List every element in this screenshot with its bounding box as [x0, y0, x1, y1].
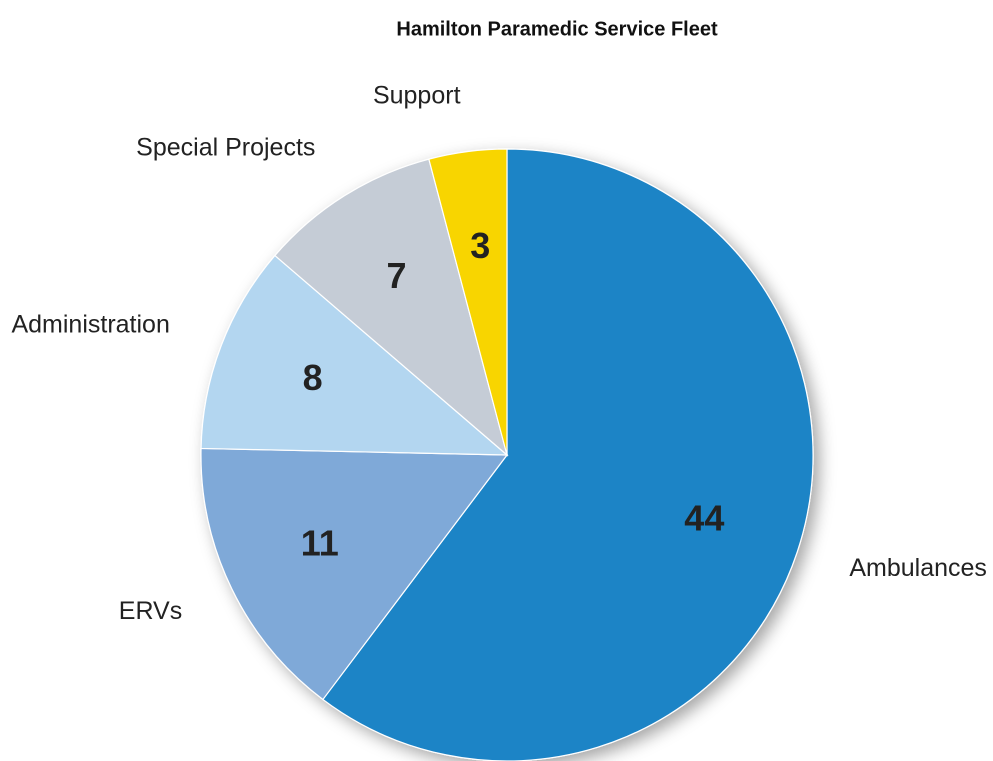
- value-label: 11: [301, 522, 339, 563]
- pie: [200, 148, 814, 761]
- value-label: 8: [303, 357, 323, 398]
- value-label: 3: [470, 225, 490, 266]
- category-label: Ambulances: [849, 554, 987, 582]
- pie-slice: [322, 148, 814, 761]
- category-label: Special Projects: [136, 134, 315, 162]
- chart-title: Hamilton Paramedic Service Fleet: [396, 18, 718, 40]
- value-label: 7: [387, 255, 407, 296]
- category-label: Administration: [11, 310, 169, 338]
- pie-slice: [428, 148, 508, 456]
- pie-slice: [274, 158, 509, 457]
- pie-slice: [200, 447, 509, 701]
- value-label: 44: [684, 498, 724, 539]
- category-label: Support: [373, 82, 461, 110]
- pie-slice: [200, 254, 509, 456]
- category-label: ERVs: [119, 597, 182, 625]
